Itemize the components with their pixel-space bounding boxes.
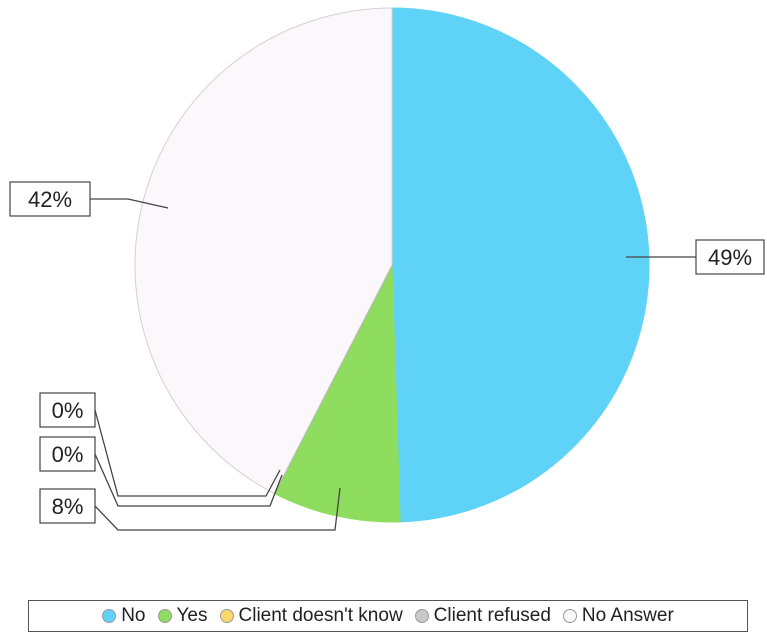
- data-label-box: [39, 488, 96, 524]
- data-labels: 49% 8% 0% 0% 42%: [9, 181, 765, 524]
- legend: No Yes Client doesn't know Client refused No…: [28, 600, 748, 632]
- data-label-text: 8%: [52, 494, 84, 519]
- leader-line-client-doesn-t-know: [94, 453, 283, 507]
- data-label-no: 49%: [695, 239, 765, 275]
- legend-label: No Answer: [581, 605, 674, 626]
- pie-slice-no: [391, 7, 650, 523]
- data-label-text: 0%: [52, 398, 84, 423]
- data-label-yes: 8%: [39, 488, 96, 524]
- legend-label: Client doesn't know: [238, 605, 403, 626]
- pie-slice-yes: [273, 263, 401, 523]
- data-label-text: 0%: [52, 442, 84, 467]
- data-label-box: [39, 436, 96, 472]
- legend-swatch-icon: [562, 609, 577, 623]
- legend-swatch-icon: [102, 609, 117, 623]
- data-label-box: [695, 239, 765, 275]
- legend-swatch-icon: [157, 609, 172, 623]
- legend-swatch-icon: [219, 609, 234, 623]
- legend-item-client-refused: Client refused: [414, 605, 551, 627]
- leader-line-client-refused: [94, 409, 281, 497]
- legend-label: Client refused: [433, 605, 551, 626]
- data-label-client-doesn-t-know: 0%: [39, 436, 96, 472]
- legend-item-client-doesn-t-know: Client doesn't know: [219, 605, 403, 627]
- pie-slice-no-answer: [134, 7, 393, 495]
- data-label-client-refused: 0%: [39, 392, 96, 428]
- pie-slices: [134, 7, 650, 523]
- legend-label: No: [121, 605, 146, 626]
- legend-swatch-icon: [414, 609, 429, 623]
- legend-item-no-answer: No Answer: [562, 605, 674, 627]
- data-label-text: 49%: [708, 245, 752, 270]
- data-label-box: [39, 392, 96, 428]
- data-label-no-answer: 42%: [9, 181, 91, 217]
- leader-lines: [90, 198, 696, 531]
- legend-label: Yes: [176, 605, 208, 626]
- data-label-box: [9, 181, 91, 217]
- leader-line-yes: [94, 487, 341, 531]
- leader-line-no-answer: [90, 198, 169, 209]
- data-label-text: 42%: [28, 187, 72, 212]
- legend-item-yes: Yes: [157, 605, 208, 627]
- legend-item-no: No: [102, 605, 146, 627]
